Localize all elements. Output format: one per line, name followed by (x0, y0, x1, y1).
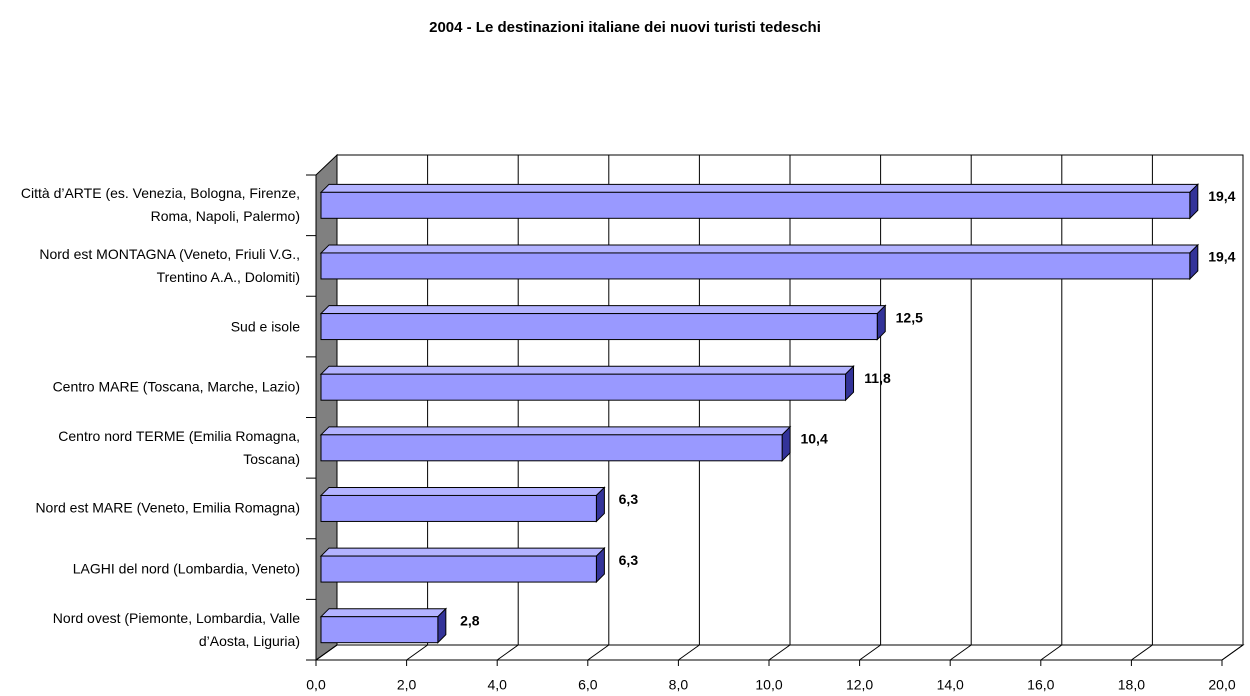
y-tick-label: Città d’ARTE (es. Venezia, Bologna, Fire… (20, 185, 300, 225)
grid-line (1131, 644, 1153, 661)
x-tick-label: 18,0 (1118, 677, 1145, 693)
bar (319, 243, 1200, 281)
bar-top (319, 426, 792, 436)
chart-title: 2004 - Le destinazioni italiane dei nuov… (429, 19, 821, 36)
x-tick-label: 14,0 (937, 677, 964, 693)
value-label: 2,8 (460, 612, 480, 628)
left-wall (315, 153, 338, 661)
x-tick-label: 12,0 (846, 677, 873, 693)
x-tick-label: 10,0 (755, 677, 782, 693)
grid-line (859, 644, 881, 661)
x-tick-label: 2,0 (397, 677, 417, 693)
bar (319, 607, 448, 644)
bar (319, 183, 1200, 220)
x-tick-label: 20,0 (1208, 677, 1235, 693)
y-tick-label: Centro MARE (Toscana, Marche, Lazio) (52, 378, 300, 395)
bar (319, 304, 887, 341)
grid-line (1221, 644, 1244, 661)
grid-line (1040, 644, 1063, 661)
x-tick-label: 6,0 (578, 677, 598, 693)
value-label: 10,4 (800, 431, 827, 447)
bar-top (319, 305, 887, 315)
value-label: 19,4 (1208, 249, 1235, 265)
bar (319, 364, 855, 402)
grid-line (406, 644, 428, 661)
bar-top (319, 547, 606, 557)
bar-front (320, 434, 783, 462)
bar-top (319, 244, 1200, 254)
grid-line (496, 644, 519, 661)
value-label: 6,3 (619, 552, 639, 568)
bar-front (320, 252, 1191, 280)
grid-line (768, 644, 791, 661)
bar-front (320, 555, 597, 583)
value-label: 6,3 (619, 491, 639, 507)
bar-top (319, 365, 855, 375)
bar-top (319, 486, 606, 496)
grid-line (678, 644, 700, 661)
grid-line (315, 644, 338, 661)
y-tick-label: Sud e isole (230, 318, 300, 335)
value-label: 12,5 (896, 309, 923, 325)
bar-front (320, 313, 878, 341)
bar (319, 546, 606, 584)
x-tick-label: 0,0 (306, 677, 326, 693)
y-tick-label: LAGHI del nord (Lombardia, Veneto) (72, 560, 300, 577)
bar-front (320, 616, 439, 644)
bar (319, 425, 792, 463)
value-label: 19,4 (1208, 188, 1235, 204)
bar-top (319, 608, 448, 618)
value-label: 11,8 (864, 370, 891, 386)
y-tick-label: Nord ovest (Piemonte, Lombardia, Valle d… (52, 609, 300, 649)
y-tick-label: Centro nord TERME (Emilia Romagna, Tosca… (58, 427, 300, 467)
y-tick-label: Nord est MARE (Veneto, Emilia Romagna) (35, 499, 300, 516)
grid-line (587, 644, 610, 661)
x-tick-label: 4,0 (487, 677, 507, 693)
bar-top (319, 183, 1200, 193)
bar-front (320, 494, 597, 522)
x-tick-label: 8,0 (669, 677, 689, 693)
bar-front (320, 191, 1191, 219)
grid-line (949, 644, 972, 661)
bar-front (320, 373, 847, 401)
bar (319, 486, 606, 523)
y-tick-label: Nord est MONTAGNA (Veneto, Friuli V.G., … (39, 245, 300, 285)
x-tick-label: 16,0 (1027, 677, 1054, 693)
